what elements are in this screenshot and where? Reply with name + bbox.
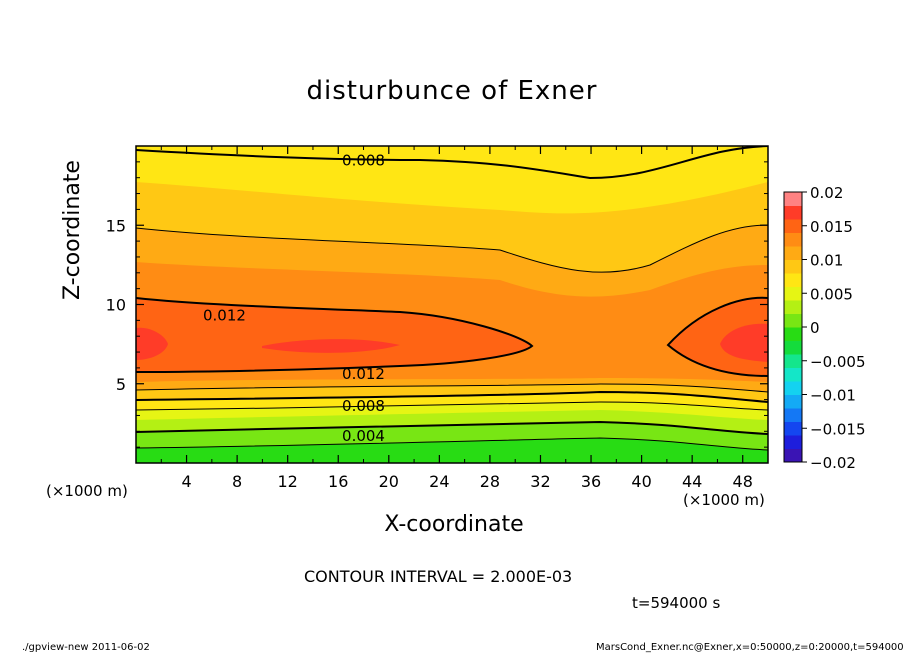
contour-line-0008-top — [136, 146, 768, 180]
core-inner-right — [720, 323, 768, 362]
colorbar-tick-label: 0 — [810, 319, 820, 337]
y-tick-label: 5 — [116, 375, 126, 394]
colorbar-swatch — [784, 232, 802, 247]
x-unit-right: (×1000 m) — [683, 491, 765, 509]
x-tick-label: 12 — [278, 472, 298, 491]
y-axis-label: Z-coordinate — [60, 160, 85, 300]
colorbar-swatch — [784, 408, 802, 422]
contour-line-0010-lower — [136, 383, 768, 393]
contour-line-0004 — [136, 420, 768, 435]
contour-label: 0.012 — [203, 307, 246, 325]
colorbar-tick-label: 0.015 — [810, 218, 853, 236]
x-tick-label: 24 — [429, 472, 449, 491]
colorbar-swatch — [784, 205, 802, 220]
contour-line-0002 — [136, 437, 768, 451]
contour-label: 0.012 — [342, 365, 385, 383]
x-tick-label: 36 — [581, 472, 601, 491]
x-tick-label: 32 — [530, 472, 550, 491]
colorbar-swatch — [784, 327, 802, 341]
y-axis: 5 10 15 — [106, 161, 768, 448]
colorbar-tick-label: −0.015 — [810, 420, 866, 438]
contour-line-0012-right — [666, 296, 768, 377]
colorbar-swatch — [784, 192, 802, 206]
x-tick-label: 44 — [682, 472, 702, 491]
x-tick-label: 28 — [480, 472, 500, 491]
colorbar: 0.02 0.015 0.01 0.005 0 −0.005 −0.01 −0.015 −0.0… — [783, 184, 866, 472]
contour-label: 0.004 — [342, 427, 385, 445]
colorbar-swatch — [784, 435, 802, 449]
colorbar-tick-label: −0.02 — [810, 454, 856, 472]
chart-title: disturbunce of Exner — [306, 76, 598, 106]
colorbar-swatch — [784, 273, 802, 287]
time-label: t=594000 s — [632, 594, 721, 612]
colorbar-swatch — [784, 313, 802, 328]
x-unit-left: (×1000 m) — [46, 482, 128, 500]
colorbar-swatch — [784, 246, 802, 260]
core-inner-mid — [262, 339, 400, 353]
colorbar-swatch — [784, 219, 802, 233]
core-inner-left — [136, 327, 168, 360]
colorbar-swatch — [784, 340, 802, 355]
colorbar-swatch — [784, 381, 802, 395]
x-tick-label: 40 — [631, 472, 651, 491]
colorbar-swatch — [784, 367, 802, 382]
colorbar-swatch — [784, 259, 802, 274]
band-0000 — [136, 438, 768, 463]
colorbar-swatch — [784, 421, 802, 436]
x-tick-label: 48 — [733, 472, 753, 491]
x-tick-label: 4 — [181, 472, 191, 491]
x-tick-label: 16 — [328, 472, 348, 491]
colorbar-swatch — [784, 448, 802, 463]
colorbar-tick-label: −0.01 — [810, 387, 856, 405]
y-tick-label: 15 — [106, 216, 126, 235]
colorbar-tick-label: 0.005 — [810, 285, 853, 303]
contour-field — [136, 146, 768, 463]
colorbar-tick-label: −0.005 — [810, 353, 866, 371]
y-tick-label: 10 — [106, 296, 126, 315]
x-axis-label-text: X-coordinate — [384, 512, 524, 537]
colorbar-swatch — [784, 394, 802, 409]
contour-line-0012-upper — [136, 297, 534, 373]
colorbar-swatch — [784, 286, 802, 301]
colorbar-tick-label: 0.02 — [810, 184, 843, 202]
x-axis: 4 8 12 16 20 24 28 32 36 40 44 48 — [160, 146, 753, 491]
x-axis-label: X-coordinate — [0, 512, 904, 537]
colorbar-swatch — [784, 354, 802, 368]
contour-labels: 0.008 0.012 0.012 0.008 0.004 — [203, 151, 385, 445]
contour-line-0010-top — [136, 224, 768, 273]
contour-label: 0.008 — [342, 151, 385, 169]
colorbar-swatch — [784, 300, 802, 314]
footer-right: MarsCond_Exner.nc@Exner,x=0:50000,z=0:20… — [596, 642, 904, 653]
contour-lines — [136, 146, 768, 451]
contour-label: 0.008 — [342, 397, 385, 415]
x-tick-label: 8 — [232, 472, 242, 491]
footer-left: ./gpview-new 2011-06-02 — [22, 642, 150, 653]
contour-line-0006 — [136, 401, 768, 411]
x-tick-label: 20 — [379, 472, 399, 491]
contour-line-0008-lower — [136, 390, 768, 403]
contour-interval: CONTOUR INTERVAL = 2.000E-03 — [304, 567, 573, 586]
colorbar-tick-label: 0.01 — [810, 252, 843, 270]
